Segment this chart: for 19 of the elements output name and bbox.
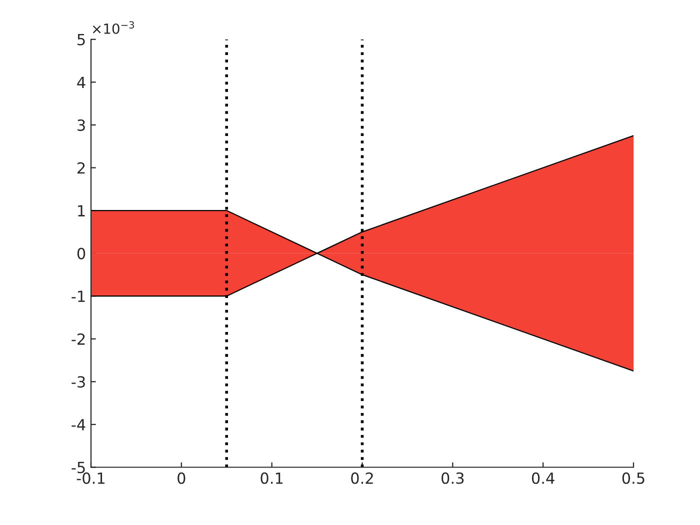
x-tick-label: 0.1 bbox=[260, 472, 283, 484]
y-tick-label: -5 bbox=[72, 462, 85, 474]
x-tick-label: -0.1 bbox=[76, 472, 104, 484]
x-tick-label: 0.3 bbox=[442, 472, 464, 484]
x-tick-label: 0 bbox=[178, 472, 186, 484]
x-tick-label: 0.5 bbox=[622, 472, 644, 484]
y-tick-label: 4 bbox=[77, 76, 86, 88]
y-tick-label: -2 bbox=[72, 333, 85, 345]
x-tick-label: 0.2 bbox=[351, 472, 373, 484]
y-tick-label: 5 bbox=[78, 34, 85, 46]
y-tick-label: 1 bbox=[78, 205, 85, 216]
y-tick-label: -1 bbox=[72, 290, 85, 302]
y-tick-label: 3 bbox=[78, 119, 85, 131]
y-tick-label: 2 bbox=[78, 162, 85, 174]
text: ×10$^{−3}$ bbox=[92, 21, 134, 34]
y-tick-label: 0 bbox=[77, 248, 86, 260]
x-tick-label: 0.4 bbox=[532, 472, 554, 484]
y-tick-label: -4 bbox=[72, 419, 86, 430]
y-tick-label: -3 bbox=[72, 376, 85, 388]
